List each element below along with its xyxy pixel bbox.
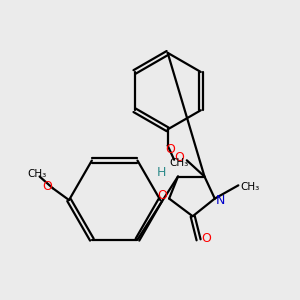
Text: H: H — [157, 166, 167, 178]
Text: O: O — [201, 232, 211, 245]
Text: N: N — [216, 194, 225, 207]
Text: O: O — [166, 142, 176, 156]
Text: CH₃: CH₃ — [169, 158, 188, 168]
Text: O: O — [157, 188, 167, 202]
Text: CH₃: CH₃ — [240, 182, 260, 192]
Text: CH₃: CH₃ — [27, 169, 46, 178]
Text: O: O — [43, 180, 52, 193]
Text: O: O — [175, 151, 184, 164]
